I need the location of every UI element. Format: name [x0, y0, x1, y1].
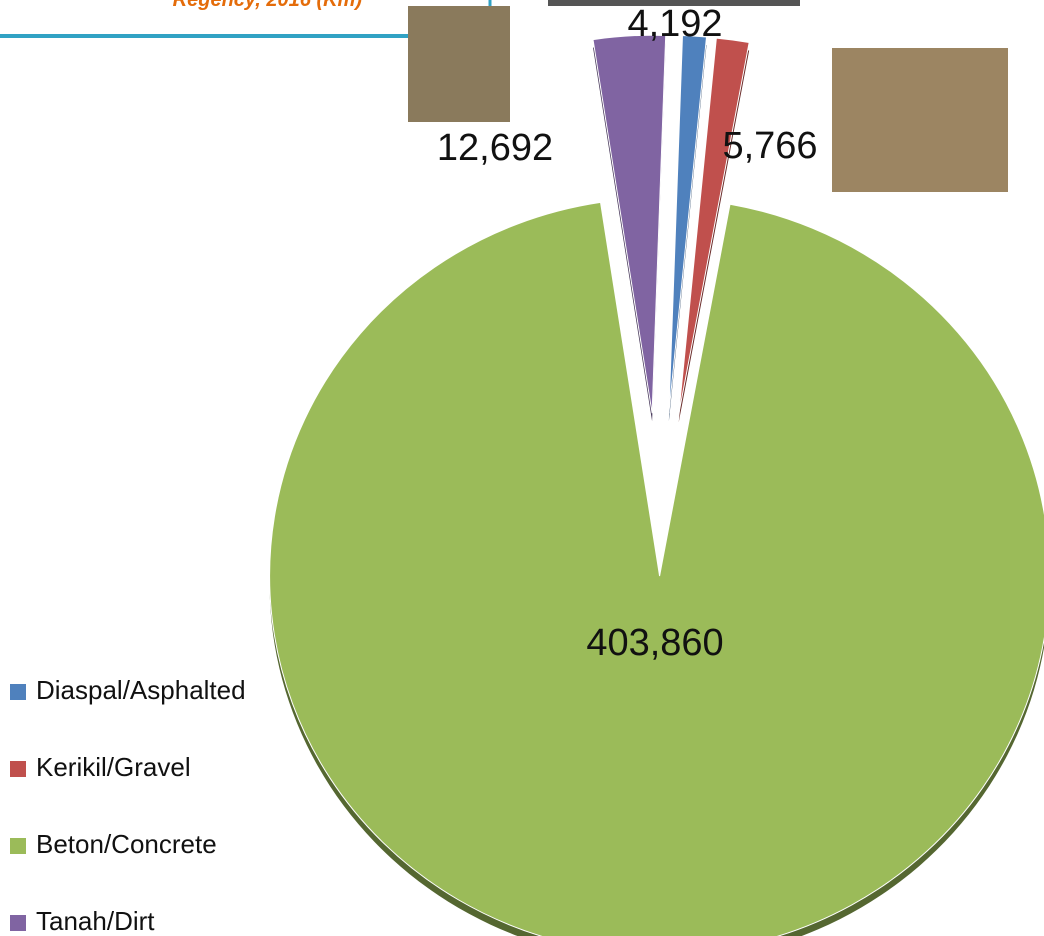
- slice-depth: [678, 46, 750, 423]
- slice: [668, 35, 708, 414]
- legend-swatch: [10, 915, 26, 931]
- chart-title: Regency, 2016 (Km): [173, 0, 363, 11]
- legend-label: Beton/Concrete: [36, 829, 217, 859]
- legend-swatch: [10, 684, 26, 700]
- slice: [269, 201, 1044, 936]
- data-label: 403,860: [586, 622, 723, 664]
- legend-label: Kerikil/Gravel: [36, 752, 191, 782]
- slice-depth: [668, 43, 707, 422]
- legend-swatch: [10, 838, 26, 854]
- frame: [548, 0, 800, 6]
- photo: [832, 48, 1008, 192]
- slice: [678, 37, 750, 415]
- legend-label: Tanah/Dirt: [36, 906, 155, 936]
- slice: [592, 34, 667, 414]
- data-label: 4,192: [627, 3, 722, 45]
- photo: [408, 6, 510, 122]
- data-label: 12,692: [437, 127, 553, 169]
- legend-swatch: [10, 761, 26, 777]
- legend-label: Diaspal/Asphalted: [36, 675, 246, 705]
- data-label: 5,766: [722, 125, 817, 167]
